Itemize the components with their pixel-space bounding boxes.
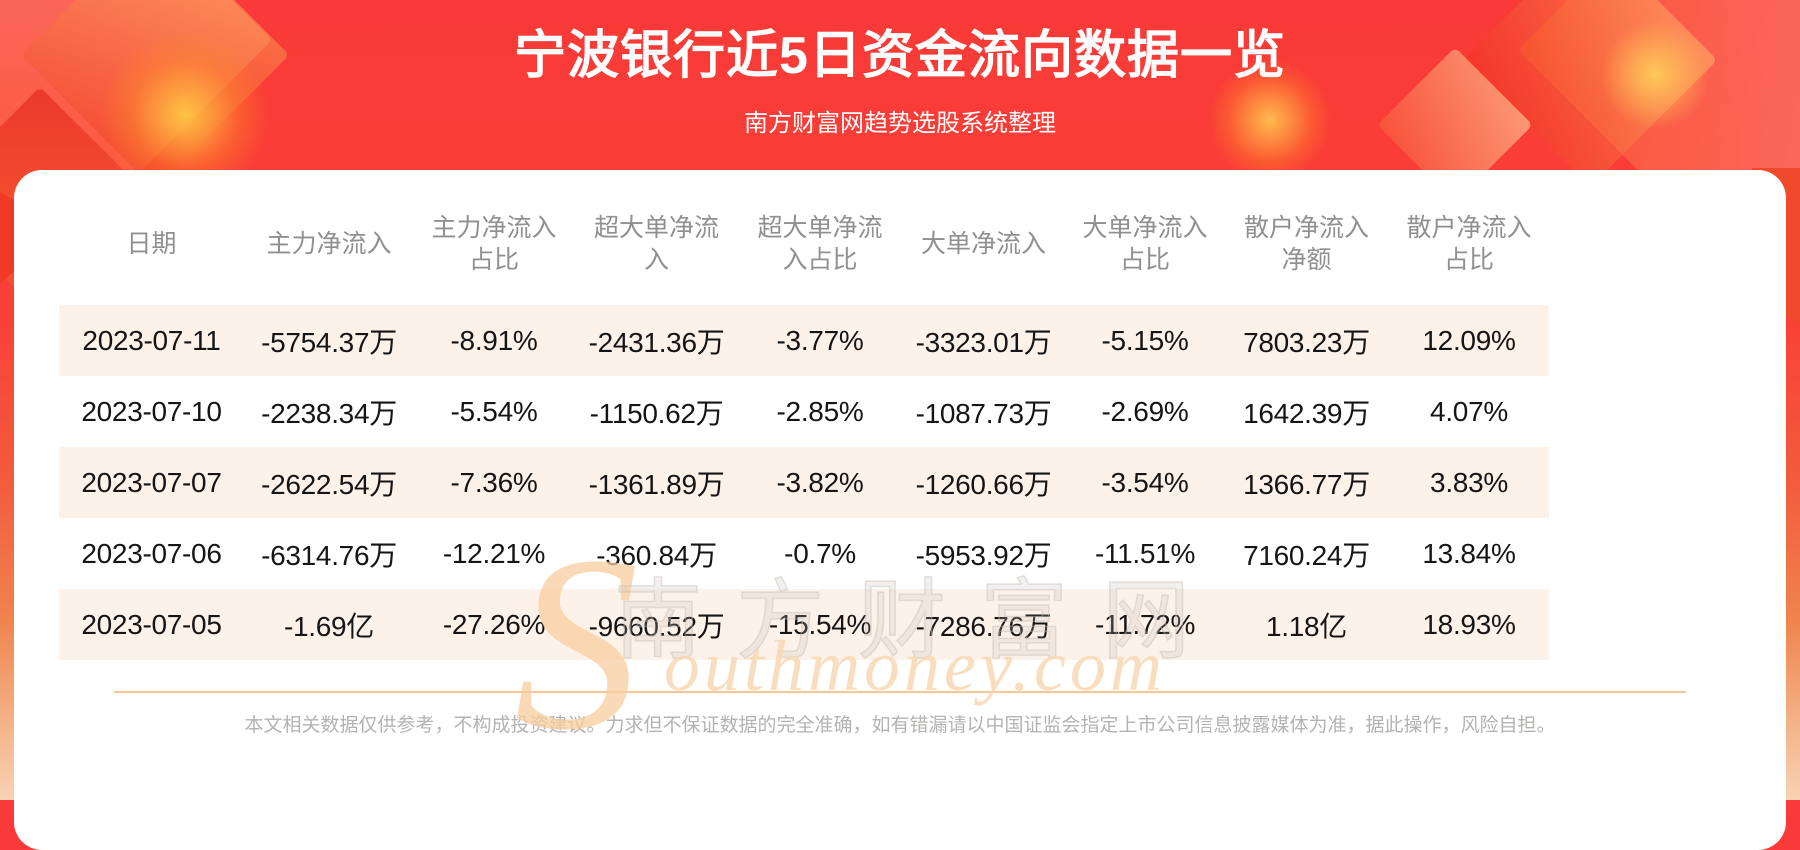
table-cell: 3.83% (1430, 466, 1508, 498)
table-cell: 1642.39万 (1243, 397, 1370, 429)
table-row: 2023-07-05 -1.69亿 -27.26% -9660.52万 -15.54% -… (59, 589, 1549, 660)
table-cell: -5.54% (450, 395, 538, 427)
table-cell: -1361.89万 (588, 468, 725, 500)
table-cell: 13.84% (1422, 537, 1516, 569)
table-cell: -0.7% (784, 537, 856, 569)
fund-flow-table: 日期 主力净流入 主力净流入 占比 超大单净流 入 超大单净流 入占比 大单净流… (59, 170, 1549, 660)
table-cell: -1087.73万 (915, 397, 1052, 429)
table-cell: -1.69亿 (283, 610, 375, 642)
col-header-large-order-net-inflow-ratio: 大单净流入 占比 (1082, 213, 1208, 275)
table-cell: 1.18亿 (1266, 610, 1347, 642)
table-cell: 12.09% (1422, 324, 1516, 356)
table-cell: -8.91% (450, 324, 538, 356)
table-cell: 4.07% (1430, 395, 1508, 427)
table-cell: -5754.37万 (261, 326, 397, 358)
col-header-xl-order-net-inflow: 超大单净流 入 (593, 213, 719, 275)
table-cell: 2023-07-10 (81, 395, 222, 427)
data-card: 日期 主力净流入 主力净流入 占比 超大单净流 入 超大单净流 入占比 大单净流… (14, 170, 1786, 850)
banner: 宁波银行近5日资金流向数据一览 南方财富网趋势选股系统整理 (0, 0, 1800, 138)
col-header-retail-net-inflow: 散户净流入 净额 (1243, 213, 1369, 275)
col-header-xl-order-net-inflow-ratio: 超大单净流 入占比 (757, 213, 883, 275)
table-cell: -5.15% (1101, 324, 1189, 356)
table-cell: -7286.76万 (915, 610, 1052, 642)
table-cell: 7160.24万 (1243, 539, 1370, 571)
table-header: 日期 主力净流入 主力净流入 占比 超大单净流 入 超大单净流 入占比 大单净流… (59, 170, 1549, 305)
table-cell: -11.51% (1094, 537, 1196, 569)
table-cell: -9660.52万 (588, 610, 725, 642)
footer-divider (114, 691, 1686, 693)
table-cell: -3.82% (776, 466, 864, 498)
table-cell: -1260.66万 (915, 468, 1052, 500)
table-row: 2023-07-06 -6314.76万 -12.21% -360.84万 -0.7% -… (59, 518, 1549, 589)
table-cell: -27.26% (442, 608, 546, 640)
table-cell: -360.84万 (596, 539, 717, 571)
table-body: 2023-07-11 -5754.37万 -8.91% -2431.36万 -3.77%… (59, 305, 1549, 660)
table-cell: -5953.92万 (915, 539, 1052, 571)
col-header-date: 日期 (126, 229, 177, 258)
page-title: 宁波银行近5日资金流向数据一览 (514, 27, 1286, 85)
disclaimer-text: 本文相关数据仅供参考，不构成投资建议。力求但不保证数据的完全准确，如有错漏请以中… (244, 715, 1556, 736)
col-header-retail-net-inflow-ratio: 散户净流入 占比 (1406, 213, 1532, 275)
col-header-main-net-inflow-ratio: 主力净流入 占比 (431, 213, 557, 275)
table-cell: -2622.54万 (261, 468, 397, 500)
table-cell: -3323.01万 (915, 326, 1052, 358)
table-cell: -2238.34万 (261, 397, 397, 429)
table-cell: -2.69% (1101, 395, 1189, 427)
table-cell: 2023-07-06 (81, 537, 222, 569)
table-cell: -1150.62万 (589, 397, 724, 429)
table-cell: -6314.76万 (261, 539, 397, 571)
table-cell: 2023-07-11 (82, 324, 221, 356)
table-cell: -7.36% (450, 466, 538, 498)
table-cell: -12.21% (442, 537, 546, 569)
table-cell: -3.54% (1101, 466, 1189, 498)
table-cell: 2023-07-05 (81, 608, 222, 640)
table-cell: -2431.36万 (588, 326, 725, 358)
table-header-row: 日期 主力净流入 主力净流入 占比 超大单净流 入 超大单净流 入占比 大单净流… (59, 170, 1549, 305)
table-cell: 18.93% (1422, 608, 1516, 640)
col-header-large-order-net-inflow: 大单净流入 (920, 229, 1046, 258)
table-cell: 1366.77万 (1243, 468, 1370, 500)
col-header-main-net-inflow: 主力净流入 (266, 229, 392, 258)
table-row: 2023-07-11 -5754.37万 -8.91% -2431.36万 -3.77%… (59, 305, 1549, 376)
table-cell: 2023-07-07 (81, 466, 222, 498)
table-cell: 7803.23万 (1243, 326, 1370, 358)
table-row: 2023-07-10 -2238.34万 -5.54% -1150.62万 -2.85%… (59, 376, 1549, 447)
page-subtitle: 南方财富网趋势选股系统整理 (744, 110, 1056, 138)
table-row: 2023-07-07 -2622.54万 -7.36% -1361.89万 -3.82%… (59, 447, 1549, 518)
table-cell: -15.54% (768, 608, 872, 640)
table-cell: -2.85% (776, 395, 864, 427)
table-cell: -11.72% (1094, 608, 1196, 640)
table-cell: -3.77% (776, 324, 864, 356)
